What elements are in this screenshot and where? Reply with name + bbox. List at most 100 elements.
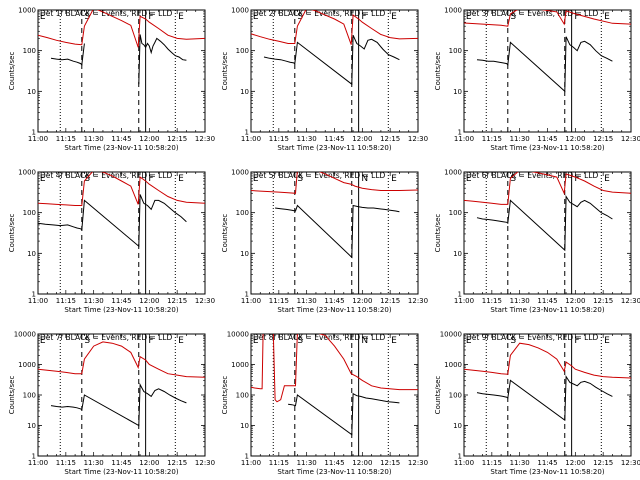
y-tick-label: 1000	[18, 169, 36, 177]
series-group	[38, 172, 205, 248]
y-axis-label: Counts/sec	[8, 376, 16, 415]
x-tick-label: 12:00	[565, 135, 585, 143]
x-tick-label: 11:15	[269, 135, 289, 143]
series-lld-line	[464, 342, 631, 379]
x-tick-label: 12:30	[195, 297, 215, 305]
x-tick-label: 11:45	[111, 459, 131, 467]
x-tick-label: 12:15	[380, 297, 400, 305]
chart-panel-2: Det 2f BLACK = Events, RED = LLD 1 10 100 10…	[221, 7, 428, 153]
x-tick-label: 11:15	[482, 459, 502, 467]
series-group	[38, 341, 205, 427]
y-tick-label: 1000	[18, 7, 36, 15]
x-axis-label: Start Time (23-Nov-11 10:58:20)	[64, 306, 178, 314]
event-marker-label: E	[178, 12, 184, 22]
chart-title: Det 8f BLACK = Events, RED = LLD	[253, 333, 386, 342]
x-tick-label: 12:00	[565, 297, 585, 305]
x-tick-label: 11:00	[241, 135, 261, 143]
y-tick-label: 1000	[444, 169, 462, 177]
y-tick-label: 100	[449, 392, 462, 400]
x-tick-label: 12:30	[408, 459, 428, 467]
x-tick-label: 11:30	[84, 297, 104, 305]
x-tick-label: 11:15	[56, 135, 76, 143]
x-tick-label: 11:15	[482, 135, 502, 143]
chart-panel-1: Det 1f BLACK = Events, RED = LLD11010010…	[8, 7, 215, 153]
event-marker-label: F	[148, 336, 153, 346]
y-tick-label: 1	[245, 453, 249, 461]
y-tick-label: 10	[27, 250, 36, 258]
x-tick-label: 12:00	[565, 459, 585, 467]
x-axis-label: Start Time (23-Nov-11 10:58:20)	[277, 306, 391, 314]
chart-panel-9: Det 9f BLACK = Events, RED = LLD 1 10 100 10…	[434, 331, 640, 477]
event-marker-label: N	[361, 174, 368, 184]
x-tick-label: 11:30	[297, 135, 317, 143]
y-tick-label: 10	[453, 250, 462, 258]
y-tick-label: 10	[27, 422, 36, 430]
y-tick-label: 1000	[18, 361, 36, 369]
event-marker-label: E	[253, 174, 259, 184]
series-group	[464, 10, 631, 93]
y-tick-label: 10	[453, 88, 462, 96]
y-tick-label: 10000	[14, 331, 36, 339]
event-marker-label: S	[297, 336, 303, 346]
series-lld-line	[251, 172, 418, 194]
y-tick-label: 1	[458, 453, 462, 461]
y-tick-label: 1000	[444, 361, 462, 369]
x-axis-label: Start Time (23-Nov-11 10:58:20)	[64, 144, 178, 152]
series-events-line	[476, 194, 613, 252]
series-events-line	[275, 204, 400, 259]
x-tick-label: 11:45	[324, 135, 344, 143]
chart-panel-3: Det 3f BLACK = Events, RED = LLD 1 10 100 10…	[434, 7, 640, 153]
plot-frame	[37, 171, 206, 295]
chart-title: Det 5f BLACK = Events, RED = LLD	[253, 171, 386, 180]
x-tick-label: 12:15	[380, 459, 400, 467]
x-tick-label: 12:30	[195, 459, 215, 467]
event-marker-label: F	[148, 174, 153, 184]
chart-panel-5: Det 5f BLACK = Events, RED = LLD 1 10 100 10…	[221, 169, 428, 315]
event-marker-label: S	[84, 12, 90, 22]
x-tick-label: 12:00	[352, 297, 372, 305]
event-marker-label: E	[178, 174, 184, 184]
event-marker-label: E	[253, 12, 259, 22]
series-lld-line	[38, 10, 205, 48]
event-marker-label: S	[297, 174, 303, 184]
x-tick-label: 11:30	[297, 459, 317, 467]
x-tick-label: 12:30	[195, 135, 215, 143]
x-tick-label: 12:15	[167, 135, 187, 143]
x-tick-label: 11:45	[537, 459, 557, 467]
event-marker-label: S	[297, 12, 303, 22]
y-tick-label: 100	[23, 392, 36, 400]
x-tick-label: 11:30	[297, 297, 317, 305]
y-tick-label: 100	[449, 209, 462, 217]
x-tick-label: 11:30	[84, 135, 104, 143]
event-marker-label: E	[253, 336, 259, 346]
event-marker-label: F	[574, 336, 579, 346]
event-marker-label: E	[604, 336, 610, 346]
plot-frame	[463, 9, 632, 133]
x-tick-label: 11:15	[269, 459, 289, 467]
series-group	[251, 10, 418, 86]
y-tick-label: 10000	[440, 331, 462, 339]
x-axis-label: Start Time (23-Nov-11 10:58:20)	[490, 144, 604, 152]
series-events-line	[50, 382, 187, 427]
x-axis-label: Start Time (23-Nov-11 10:58:20)	[490, 468, 604, 476]
series-events-line	[38, 194, 187, 248]
x-tick-label: 11:45	[537, 297, 557, 305]
y-tick-label: 100	[236, 392, 249, 400]
chart-title: Det 2f BLACK = Events, RED = LLD	[253, 9, 386, 18]
x-axis-label: Start Time (23-Nov-11 10:58:20)	[64, 468, 178, 476]
y-tick-label: 100	[236, 209, 249, 217]
event-marker-label: S	[84, 174, 90, 184]
chart-panel-7: Det 7f BLACK = Events, RED = LLD 1 10 100 10…	[8, 331, 215, 477]
series-lld-line	[464, 10, 631, 27]
event-marker-label: E	[40, 174, 46, 184]
y-axis-label: Counts/sec	[8, 52, 16, 91]
event-marker-label: E	[604, 174, 610, 184]
series-lld-line	[251, 334, 418, 403]
y-tick-label: 1	[32, 453, 36, 461]
y-tick-label: 1000	[444, 7, 462, 15]
event-marker-label: E	[466, 12, 472, 22]
series-group	[464, 172, 631, 252]
event-marker-label: F	[574, 174, 579, 184]
x-tick-label: 12:00	[352, 459, 372, 467]
event-marker-label: S	[510, 336, 516, 346]
